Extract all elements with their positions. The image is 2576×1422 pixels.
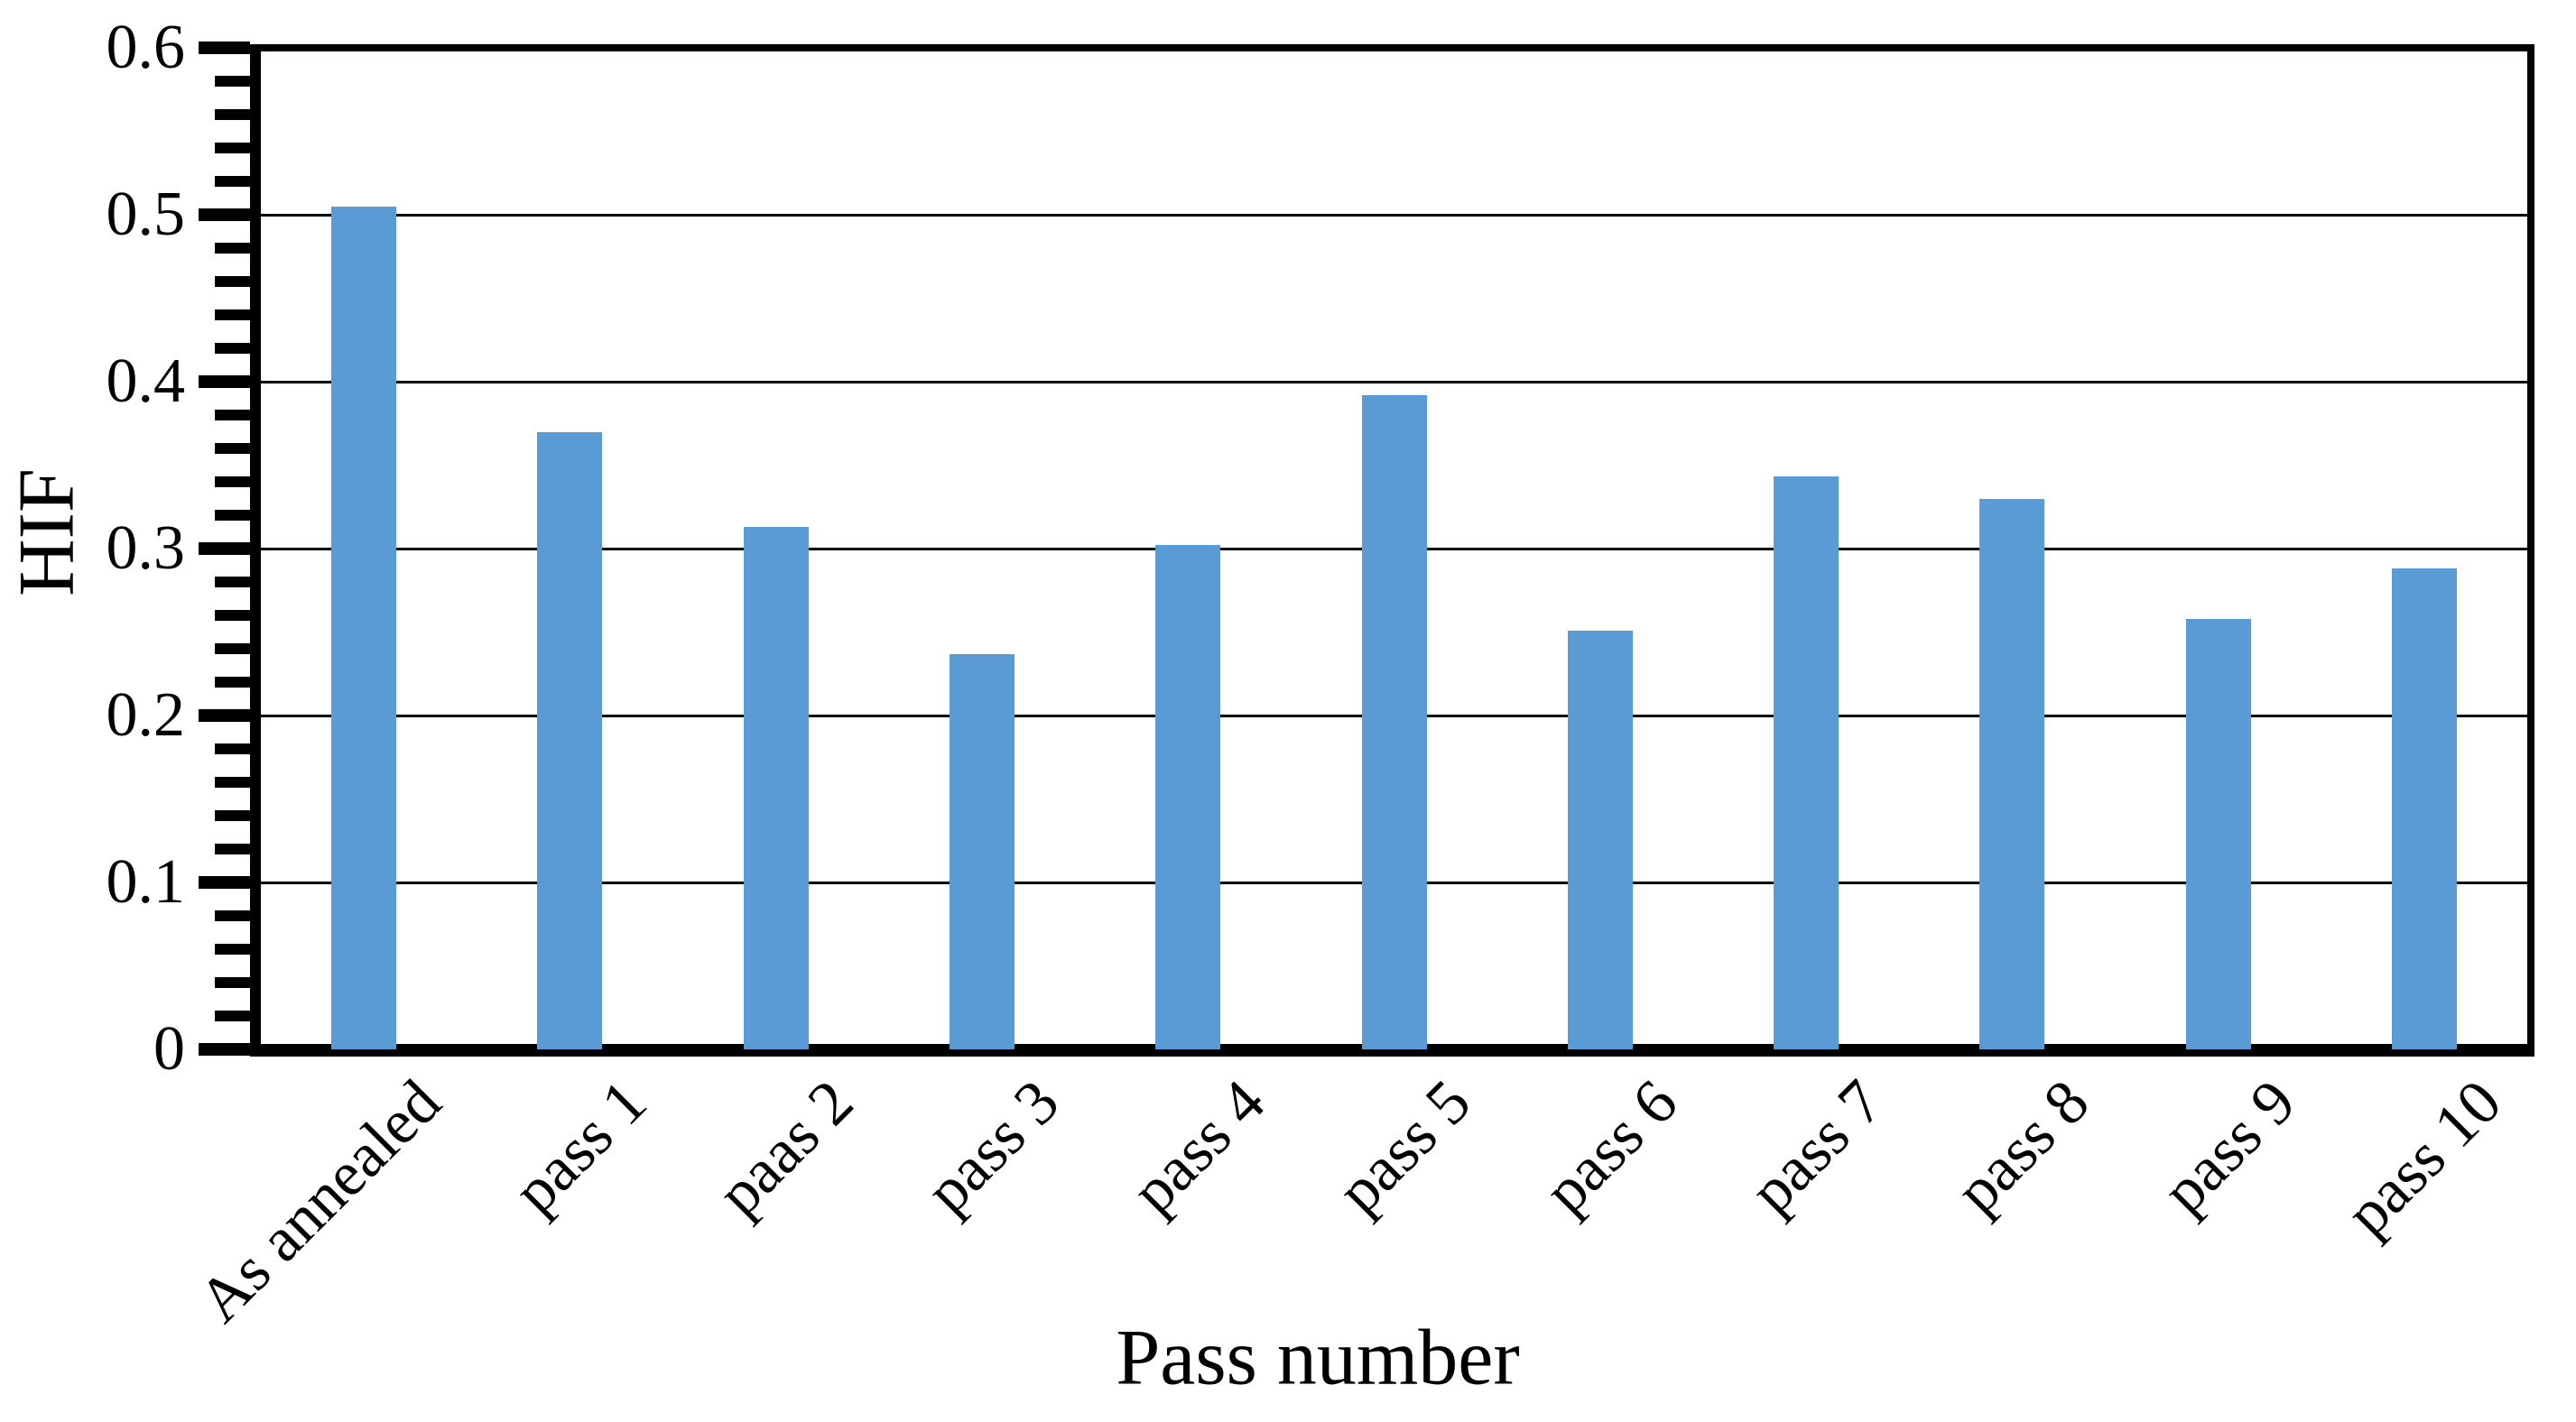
bar-pass-1 [537,431,603,1049]
bar-pass-4 [1155,545,1221,1049]
y-minor-tick [215,944,250,955]
y-major-tick [199,42,250,54]
y-major-tick [199,709,250,722]
category-label: paas 2 [704,1066,866,1230]
y-minor-tick [215,410,250,420]
y-major-tick [199,876,250,889]
category-label: As annealed [185,1066,455,1336]
bar-pass-8 [1979,498,2045,1049]
bar-pass-10 [2391,568,2457,1049]
y-minor-tick [215,743,250,754]
bar-pass-6 [1567,630,1633,1049]
y-major-tick [199,208,250,221]
y-tick-label: 0.2 [106,680,186,750]
y-tick-label: 0.4 [106,346,186,416]
category-label: pass 10 [2332,1066,2516,1250]
y-minor-tick [215,643,250,654]
category-label: pass 6 [1531,1066,1691,1227]
y-minor-tick [215,276,250,287]
y-minor-tick [215,476,250,487]
y-major-tick [199,542,250,555]
y-axis-title: HIF [3,468,91,596]
y-tick-label: 0.1 [106,847,186,917]
category-label: pass 1 [500,1066,661,1227]
bar-paas-2 [743,526,809,1049]
y-minor-tick [215,777,250,788]
y-minor-tick [215,243,250,254]
y-minor-tick [215,309,250,320]
bar-pass-3 [949,653,1015,1049]
bar-pass-7 [1774,476,1839,1049]
gridline [261,380,2527,383]
y-major-tick [199,1043,250,1056]
y-minor-tick [215,510,250,521]
category-label: pass 4 [1118,1066,1279,1227]
y-tick-label: 0 [153,1014,185,1084]
y-minor-tick [215,1011,250,1021]
y-axis-line [250,44,261,1057]
y-minor-tick [215,577,250,587]
y-tick-label: 0.6 [106,13,186,82]
category-label: pass 3 [913,1066,1073,1227]
y-minor-tick [215,76,250,87]
y-minor-tick [215,910,250,921]
y-major-tick [199,375,250,388]
y-minor-tick [215,343,250,354]
category-label: pass 8 [1942,1066,2103,1227]
bar-as-annealed [331,206,397,1049]
y-minor-tick [215,977,250,988]
plot-border-top [250,44,2534,51]
gridline [261,213,2527,217]
y-minor-tick [215,610,250,621]
y-minor-tick [215,844,250,854]
x-axis-title: Pass number [1116,1314,1520,1402]
bar-pass-5 [1361,394,1427,1049]
x-axis-line [250,1044,2534,1057]
y-minor-tick [215,810,250,821]
category-label: pass 5 [1324,1066,1485,1227]
y-minor-tick [215,176,250,187]
y-tick-label: 0.5 [106,180,186,249]
y-minor-tick [215,677,250,688]
plot-border-right [2527,44,2534,1057]
bar-pass-9 [2185,618,2251,1049]
y-minor-tick [215,143,250,153]
category-label: pass 9 [2148,1066,2309,1227]
y-minor-tick [215,443,250,454]
category-label: pass 7 [1737,1066,1897,1227]
y-minor-tick [215,109,250,120]
y-tick-label: 0.3 [106,513,186,583]
